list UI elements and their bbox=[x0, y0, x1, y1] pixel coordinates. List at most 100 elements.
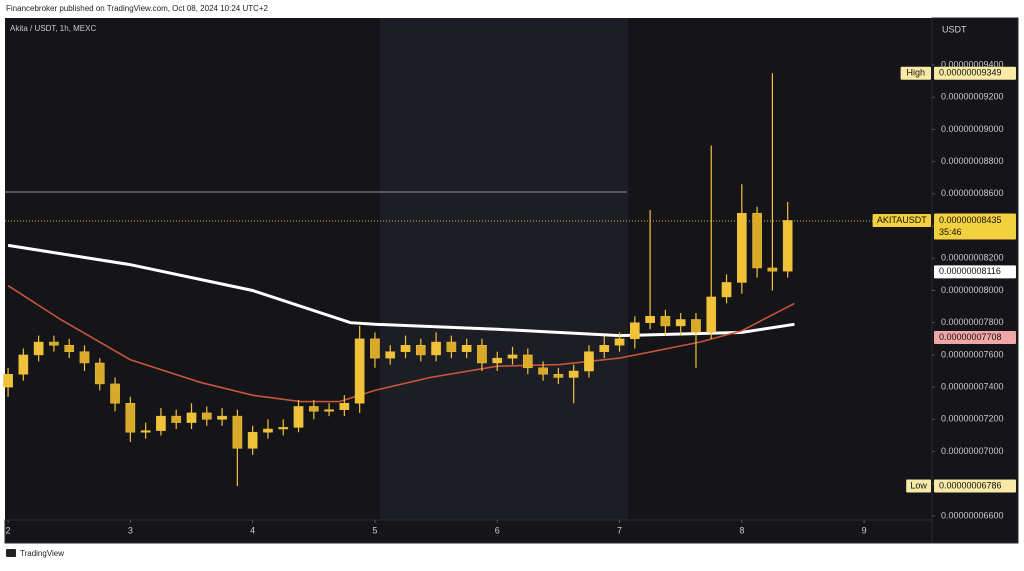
candle-body bbox=[3, 373, 13, 388]
candle-body bbox=[33, 341, 44, 356]
candle-body bbox=[614, 338, 625, 346]
y-tick-label: 0.00000008200 bbox=[941, 253, 1004, 263]
price-marker bbox=[934, 479, 1016, 493]
candle-body bbox=[660, 316, 671, 327]
candle-body bbox=[568, 370, 579, 378]
candle-body bbox=[186, 412, 197, 423]
y-tick-label: 0.00000008800 bbox=[941, 156, 1004, 166]
y-tick-label: 0.00000007000 bbox=[941, 446, 1004, 456]
y-tick-label: 0.00000007800 bbox=[941, 317, 1004, 327]
y-tick-label: 0.00000007200 bbox=[941, 414, 1004, 424]
candle-body bbox=[339, 402, 350, 410]
price-marker bbox=[934, 213, 1016, 240]
price-axis-panel bbox=[931, 17, 1019, 544]
price-marker-label: 0.00000009349 bbox=[939, 68, 1002, 78]
candle-body bbox=[446, 341, 457, 352]
price-marker bbox=[934, 66, 1016, 80]
candle-body bbox=[308, 406, 319, 412]
y-tick-label: 0.00000007600 bbox=[941, 349, 1004, 359]
x-tick-label: 4 bbox=[250, 525, 255, 535]
header-text: Financebroker published on TradingView.c… bbox=[6, 4, 269, 13]
price-countdown: 35:46 bbox=[939, 227, 962, 237]
candle-body bbox=[599, 345, 610, 352]
candle-body bbox=[629, 322, 640, 340]
x-tick-label: 6 bbox=[495, 525, 500, 535]
candle-body bbox=[324, 409, 334, 412]
footer-text: TradingView bbox=[20, 549, 64, 558]
candle-body bbox=[110, 383, 120, 404]
candle-body bbox=[736, 212, 747, 283]
moving-average bbox=[7, 243, 795, 338]
candle-body bbox=[278, 427, 289, 430]
candle-body bbox=[584, 351, 594, 372]
footer-logo bbox=[6, 549, 16, 557]
y-tick-label: 0.00000009400 bbox=[941, 59, 1004, 69]
marker-name: High bbox=[907, 68, 926, 78]
candle-body bbox=[79, 351, 90, 364]
x-tick-label: 3 bbox=[128, 525, 133, 535]
candle-body bbox=[64, 345, 75, 352]
marker-name-box bbox=[872, 213, 931, 227]
candle-body bbox=[293, 406, 304, 428]
price-marker-label: 0.00000007708 bbox=[939, 332, 1002, 342]
x-tick-label: 7 bbox=[617, 525, 622, 535]
candle-body bbox=[125, 402, 136, 433]
candle-body bbox=[431, 341, 441, 356]
candle-body bbox=[522, 354, 533, 369]
candle-body bbox=[461, 345, 472, 352]
y-tick-label: 0.00000009000 bbox=[941, 124, 1004, 134]
candle-body bbox=[400, 345, 411, 352]
candle-body bbox=[18, 354, 29, 375]
price-marker-label: 0.00000008435 bbox=[939, 215, 1002, 225]
candle-body bbox=[492, 357, 503, 364]
candle-body bbox=[675, 319, 686, 327]
price-marker-label: 0.00000006786 bbox=[939, 480, 1002, 490]
candle-body bbox=[691, 319, 701, 333]
candle-body bbox=[140, 430, 151, 433]
x-tick-label: 8 bbox=[739, 525, 744, 535]
candle-body bbox=[354, 338, 365, 404]
candle-body bbox=[201, 412, 212, 420]
time-axis-panel bbox=[4, 519, 933, 544]
candle-body bbox=[415, 345, 426, 356]
x-tick-label: 2 bbox=[6, 525, 11, 535]
moving-average bbox=[7, 285, 795, 403]
y-tick-label: 0.00000009200 bbox=[941, 92, 1004, 102]
candle-body bbox=[752, 212, 762, 269]
axis-unit: USDT bbox=[942, 24, 967, 34]
marker-name-box bbox=[900, 66, 931, 80]
symbol-title: Akita / USDT, 1h, MEXC bbox=[10, 24, 96, 33]
x-tick-label: 9 bbox=[862, 525, 867, 535]
session-shade bbox=[380, 18, 628, 520]
candle-body bbox=[507, 354, 518, 359]
candle-body bbox=[645, 316, 655, 323]
price-marker bbox=[934, 331, 1016, 345]
candle-body bbox=[782, 220, 793, 272]
candle-body bbox=[767, 267, 778, 272]
candle-body bbox=[721, 282, 732, 298]
x-tick-label: 5 bbox=[372, 525, 377, 535]
candle-body bbox=[263, 428, 273, 433]
candle-body bbox=[538, 367, 548, 375]
marker-name: Low bbox=[910, 480, 927, 490]
candle-body bbox=[49, 341, 59, 346]
marker-name: AKITAUSDT bbox=[877, 215, 927, 225]
candle-body bbox=[94, 362, 105, 385]
candle-body bbox=[370, 338, 380, 359]
y-tick-label: 0.00000008000 bbox=[941, 285, 1004, 295]
candle-body bbox=[553, 373, 564, 378]
y-tick-label: 0.00000006600 bbox=[941, 510, 1004, 520]
candle-body bbox=[247, 431, 258, 449]
price-marker-label: 0.00000008116 bbox=[939, 266, 1001, 276]
y-tick-label: 0.00000008600 bbox=[941, 188, 1004, 198]
marker-name-box bbox=[906, 479, 931, 493]
candle-body bbox=[156, 415, 166, 431]
candle-body bbox=[217, 415, 227, 420]
candle-body bbox=[232, 415, 243, 449]
candle-body bbox=[706, 296, 717, 333]
price-marker bbox=[934, 265, 1016, 279]
candle-body bbox=[477, 345, 487, 364]
candle-body bbox=[171, 415, 182, 423]
